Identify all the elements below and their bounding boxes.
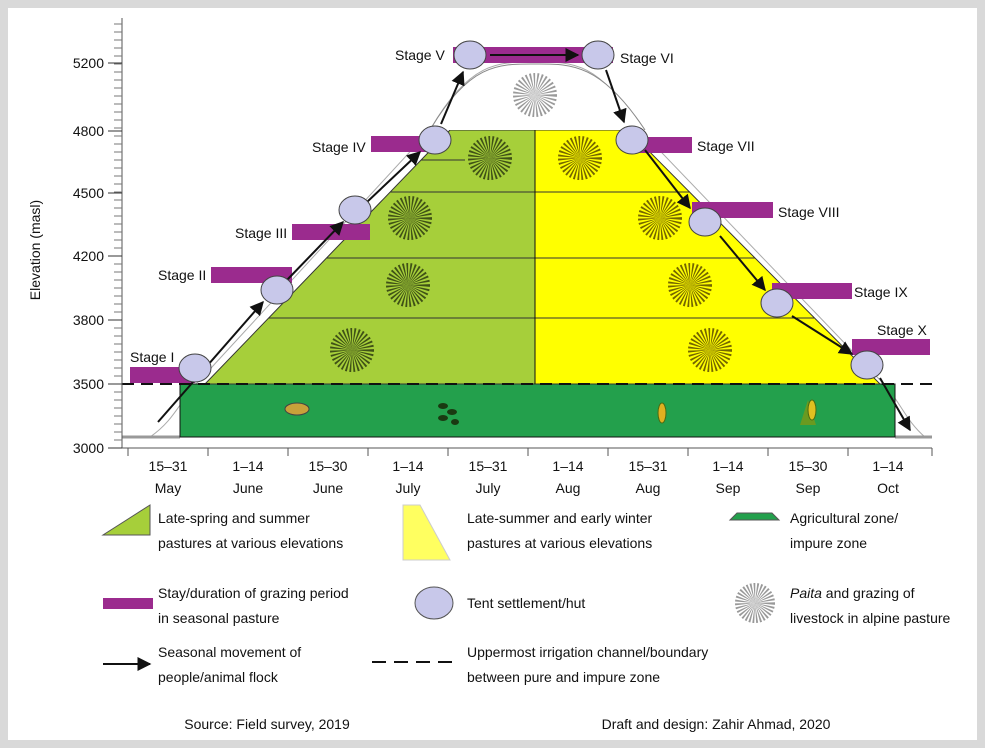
tent (339, 196, 371, 224)
y-tick-label: 3000 (73, 440, 104, 456)
legend-text: in seasonal pasture (158, 610, 280, 626)
tent (689, 208, 721, 236)
footer-source: Source: Field survey, 2019 (184, 716, 350, 732)
stage-label: Stage X (877, 322, 927, 338)
y-tick-label: 5200 (73, 55, 104, 71)
stage-label: Stage I (130, 349, 174, 365)
x-tick-label: June (313, 480, 344, 496)
legend-icon (103, 598, 153, 609)
x-tick-label: Sep (716, 480, 741, 496)
legend-icon (730, 513, 779, 520)
legend-text: Stay/duration of grazing period (158, 585, 349, 601)
legend-text: Agricultural zone/ (790, 510, 898, 526)
y-axis-label: Elevation (masl) (27, 200, 43, 300)
tent (582, 41, 614, 69)
tent (851, 351, 883, 379)
x-tick-label: 1–14 (552, 458, 583, 474)
y-tick-label: 4500 (73, 185, 104, 201)
legend-text: pastures at various elevations (467, 535, 652, 551)
stage-label: Stage III (235, 225, 287, 241)
legend-text: Seasonal movement of (158, 644, 301, 660)
x-tick-label: 15–30 (789, 458, 828, 474)
x-tick-label: July (476, 480, 501, 496)
tent (616, 126, 648, 154)
x-tick-label: Oct (877, 480, 899, 496)
x-tick-label: 1–14 (392, 458, 423, 474)
legend-text: Paita (790, 585, 822, 601)
legend-text: Tent settlement/hut (467, 595, 585, 611)
y-tick-label: 4800 (73, 123, 104, 139)
x-tick-label: Aug (556, 480, 581, 496)
legend-text: pastures at various elevations (158, 535, 343, 551)
footer-design: Draft and design: Zahir Ahmad, 2020 (602, 716, 831, 732)
x-tick-label: July (396, 480, 421, 496)
stage-label: Stage VIII (778, 204, 839, 220)
diagram: Elevation (masl) 5200 4800 4500 4200 3800 350… (0, 0, 985, 748)
legend-text: people/animal flock (158, 669, 279, 685)
legend-text: Paita and grazing of (790, 585, 915, 601)
tent (761, 289, 793, 317)
legend-text: livestock in alpine pasture (790, 610, 951, 626)
tent (454, 41, 486, 69)
x-tick-label: June (233, 480, 264, 496)
legend-icon (415, 587, 453, 619)
stage-label: Stage VII (697, 138, 755, 154)
stage-label: Stage IV (312, 139, 366, 155)
legend-text: Late-summer and early winter (467, 510, 653, 526)
stage-label: Stage V (395, 47, 445, 63)
x-tick-label: 1–14 (872, 458, 903, 474)
tent (179, 354, 211, 382)
stage-label: Stage VI (620, 50, 674, 66)
x-tick-label: May (155, 480, 181, 496)
grazing-period (292, 224, 370, 240)
x-tick-label: 15–31 (149, 458, 188, 474)
stage-label: Stage II (158, 267, 206, 283)
legend-text: between pure and impure zone (467, 669, 660, 685)
x-tick-label: 15–30 (309, 458, 348, 474)
x-tick-label: Sep (796, 480, 821, 496)
x-tick-label: 15–31 (469, 458, 508, 474)
x-tick-label: Aug (636, 480, 661, 496)
y-tick-label: 3500 (73, 376, 104, 392)
legend-text: Uppermost irrigation channel/boundary (467, 644, 708, 660)
x-tick-label: 15–31 (629, 458, 668, 474)
legend-text: Late-spring and summer (158, 510, 310, 526)
x-tick-label: 1–14 (232, 458, 263, 474)
y-tick-label: 3800 (73, 312, 104, 328)
legend-text: and grazing of (822, 585, 915, 601)
x-tick-label: 1–14 (712, 458, 743, 474)
legend-text: impure zone (790, 535, 867, 551)
tent (261, 276, 293, 304)
y-tick-label: 4200 (73, 248, 104, 264)
stage-label: Stage IX (854, 284, 908, 300)
tent (419, 126, 451, 154)
